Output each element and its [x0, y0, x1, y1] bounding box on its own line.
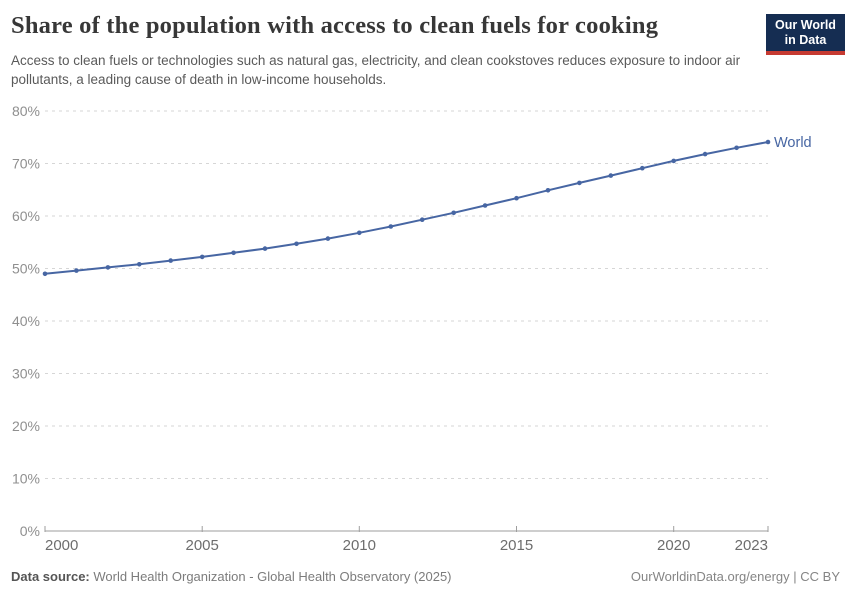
footer-attribution: OurWorldinData.org/energy | CC BY — [631, 569, 840, 584]
data-point[interactable] — [42, 271, 48, 277]
y-tick-label: 50% — [12, 261, 40, 277]
data-source-text: World Health Organization - Global Healt… — [89, 569, 452, 584]
data-point[interactable] — [357, 230, 362, 236]
footer-separator: | — [789, 569, 801, 584]
data-point[interactable] — [482, 203, 488, 208]
series-label: World — [774, 135, 812, 151]
data-point[interactable] — [262, 246, 268, 251]
data-source-note: Data source: World Health Organization -… — [11, 569, 452, 584]
logo-line1: Our World — [775, 18, 836, 32]
data-point[interactable] — [451, 210, 457, 216]
data-source-label: Data source: — [11, 569, 90, 584]
y-tick-label: 20% — [12, 418, 40, 434]
y-tick-label: 60% — [12, 208, 40, 224]
data-point[interactable] — [734, 145, 739, 151]
data-point[interactable] — [514, 195, 519, 201]
data-point[interactable] — [702, 151, 708, 157]
data-point[interactable] — [388, 224, 394, 229]
data-point[interactable] — [545, 188, 551, 193]
x-tick-label: 2023 — [735, 537, 768, 554]
data-point[interactable] — [294, 241, 299, 247]
y-tick-label: 30% — [12, 366, 40, 382]
y-tick-label: 40% — [12, 313, 40, 329]
owid-url-link[interactable]: OurWorldinData.org/energy — [630, 569, 790, 584]
data-point[interactable] — [168, 258, 173, 263]
chart-subtitle: Access to clean fuels or technologies su… — [11, 53, 741, 87]
license-label[interactable]: CC BY — [800, 569, 840, 584]
owid-logo[interactable]: Our World in Data — [766, 14, 845, 55]
data-point[interactable] — [577, 180, 582, 186]
x-tick-label: 2020 — [657, 537, 690, 554]
data-point[interactable] — [325, 236, 331, 241]
y-tick-label: 70% — [12, 156, 40, 172]
world-trend-line — [44, 141, 769, 275]
page-title: Share of the population with access to c… — [11, 12, 659, 39]
y-tick-label: 80% — [12, 103, 40, 119]
logo-line2: in Data — [784, 33, 827, 47]
data-point[interactable] — [199, 254, 205, 260]
x-tick-label: 2005 — [186, 537, 219, 554]
x-tick-label: 2000 — [45, 537, 78, 554]
y-tick-label: 10% — [12, 471, 40, 487]
data-point[interactable] — [608, 173, 614, 178]
data-point[interactable] — [671, 158, 676, 164]
data-point[interactable] — [765, 139, 771, 145]
x-tick-label: 2010 — [343, 537, 376, 554]
data-point[interactable] — [105, 265, 111, 270]
data-point[interactable] — [640, 165, 645, 171]
data-point[interactable] — [74, 268, 79, 273]
data-point[interactable] — [137, 262, 142, 267]
line-chart[interactable]: 0% 10% 20% 30% 40% 50% 60% 70% 80% 2000 2005 2010 20… — [0, 95, 850, 560]
data-point[interactable] — [231, 250, 236, 256]
y-tick-label: 0% — [20, 523, 40, 539]
x-tick-label: 2015 — [500, 537, 533, 554]
data-point[interactable] — [419, 217, 425, 222]
